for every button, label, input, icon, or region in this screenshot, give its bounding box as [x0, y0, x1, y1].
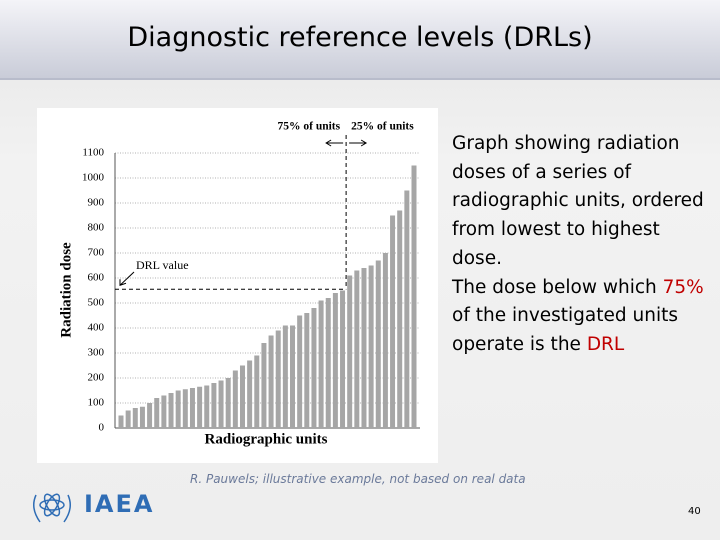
highlight: DRL [586, 333, 625, 355]
bar [182, 389, 188, 428]
description-text: The dose below which [452, 276, 663, 298]
bar [311, 308, 317, 428]
header-band [0, 0, 720, 80]
bar [368, 265, 374, 428]
y-tick-label: 1000 [82, 172, 105, 184]
bar [225, 378, 231, 428]
x-axis-title: Radiographic units [205, 431, 328, 447]
caption: R. Pauwels; illustrative example, not ba… [190, 472, 526, 486]
annotation: 25% of units [351, 121, 414, 133]
bar [318, 300, 324, 428]
bar [282, 325, 288, 428]
bar [239, 365, 245, 428]
bar [404, 190, 410, 428]
bar [132, 408, 138, 428]
bar [139, 406, 145, 428]
bar [361, 268, 367, 428]
bar [247, 360, 253, 428]
bar [154, 398, 160, 428]
bar [411, 165, 417, 428]
bar [382, 253, 388, 428]
bar [211, 383, 217, 428]
bar [332, 293, 338, 428]
bar [147, 403, 153, 428]
description-text: of the investigated units operate is the [452, 305, 679, 355]
bar [261, 343, 267, 428]
bar [347, 275, 353, 428]
y-tick-label: 700 [88, 247, 105, 259]
bar [204, 385, 210, 428]
bar [232, 370, 238, 428]
bar [254, 355, 260, 428]
logo-text: IAEA [84, 490, 155, 518]
bar [340, 290, 346, 428]
arrow [325, 139, 368, 147]
y-tick-label: 800 [88, 222, 105, 234]
bar [197, 386, 203, 428]
bar [118, 415, 124, 428]
bar [125, 410, 131, 428]
bar [397, 210, 403, 428]
slide-title: Diagnostic reference levels (DRLs) [127, 22, 593, 53]
bar [218, 380, 224, 428]
annotation: 75% of units [277, 121, 340, 133]
y-tick-label: 500 [88, 297, 105, 309]
bar [161, 395, 167, 428]
highlight: 75% [662, 276, 704, 298]
y-tick-label: 100 [88, 397, 105, 409]
y-tick-label: 200 [88, 372, 105, 384]
y-tick-label: 1100 [82, 147, 104, 159]
bar [189, 388, 195, 428]
bar [325, 298, 331, 428]
y-tick-label: 600 [88, 272, 105, 284]
annotation: DRL value [136, 258, 189, 272]
y-tick-label: 400 [88, 322, 105, 334]
y-tick-label: 900 [88, 197, 105, 209]
bar [297, 315, 303, 428]
bar [275, 330, 281, 428]
description-text: Graph showing radiation doses of a serie… [452, 133, 704, 269]
y-tick-label: 0 [99, 422, 105, 434]
y-tick-label: 300 [88, 347, 105, 359]
bar [175, 390, 181, 428]
page-number: 40 [688, 506, 701, 517]
y-axis-title: Radiation dose [58, 242, 74, 338]
bar [168, 393, 174, 428]
bar [354, 270, 360, 428]
bar [268, 335, 274, 428]
description: Graph showing radiation doses of a serie… [452, 130, 714, 360]
bar [375, 260, 381, 428]
bar [304, 313, 310, 428]
logo-mark [33, 493, 71, 523]
arrow [119, 271, 135, 286]
bar [290, 325, 296, 428]
bar [390, 215, 396, 428]
